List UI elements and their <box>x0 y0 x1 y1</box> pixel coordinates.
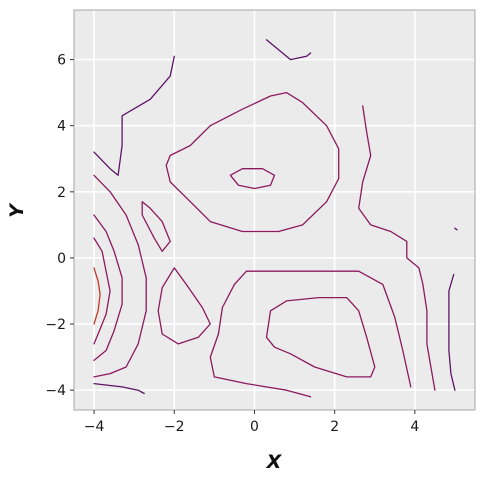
y-tick-label: −2 <box>45 317 66 333</box>
x-tick-label: 2 <box>330 419 339 435</box>
y-tick-label: 6 <box>57 53 66 69</box>
contour-line <box>93 267 101 325</box>
contour-line <box>93 174 147 378</box>
tick-marks <box>70 59 416 414</box>
contour-line <box>229 168 276 190</box>
y-tick-label: 2 <box>57 185 66 201</box>
contour-line <box>93 237 111 345</box>
contour-line <box>93 55 175 176</box>
frame-border <box>73 9 476 411</box>
contour-line <box>448 273 456 391</box>
plot-panel <box>74 10 475 410</box>
contour-line <box>265 39 312 61</box>
contour-line <box>358 105 436 391</box>
contour-line <box>209 283 312 398</box>
y-tick-labels: −4 −2 0 2 4 6 <box>45 53 66 400</box>
y-tick-label: 4 <box>57 119 66 135</box>
x-tick-label: 0 <box>250 419 259 435</box>
y-tick-label: −4 <box>45 383 66 399</box>
x-axis-label: X <box>266 451 283 473</box>
x-tick-label: −2 <box>164 419 185 435</box>
contour-lines <box>93 39 458 398</box>
contour-line <box>165 91 340 233</box>
contour-line <box>265 296 376 378</box>
contour-line <box>454 227 458 231</box>
y-tick-label: 0 <box>57 251 66 267</box>
plot-frame <box>73 9 476 411</box>
y-axis-label: Y <box>6 202 28 218</box>
contour-line <box>93 214 123 362</box>
contour-line <box>157 267 211 345</box>
x-tick-labels: −4 −2 0 2 4 <box>84 419 420 435</box>
contour-line <box>93 382 145 395</box>
x-tick-label: −4 <box>84 419 105 435</box>
x-tick-label: 4 <box>410 419 419 435</box>
contour-line <box>233 270 412 388</box>
contour-line <box>141 201 171 252</box>
panel-background <box>74 10 475 410</box>
